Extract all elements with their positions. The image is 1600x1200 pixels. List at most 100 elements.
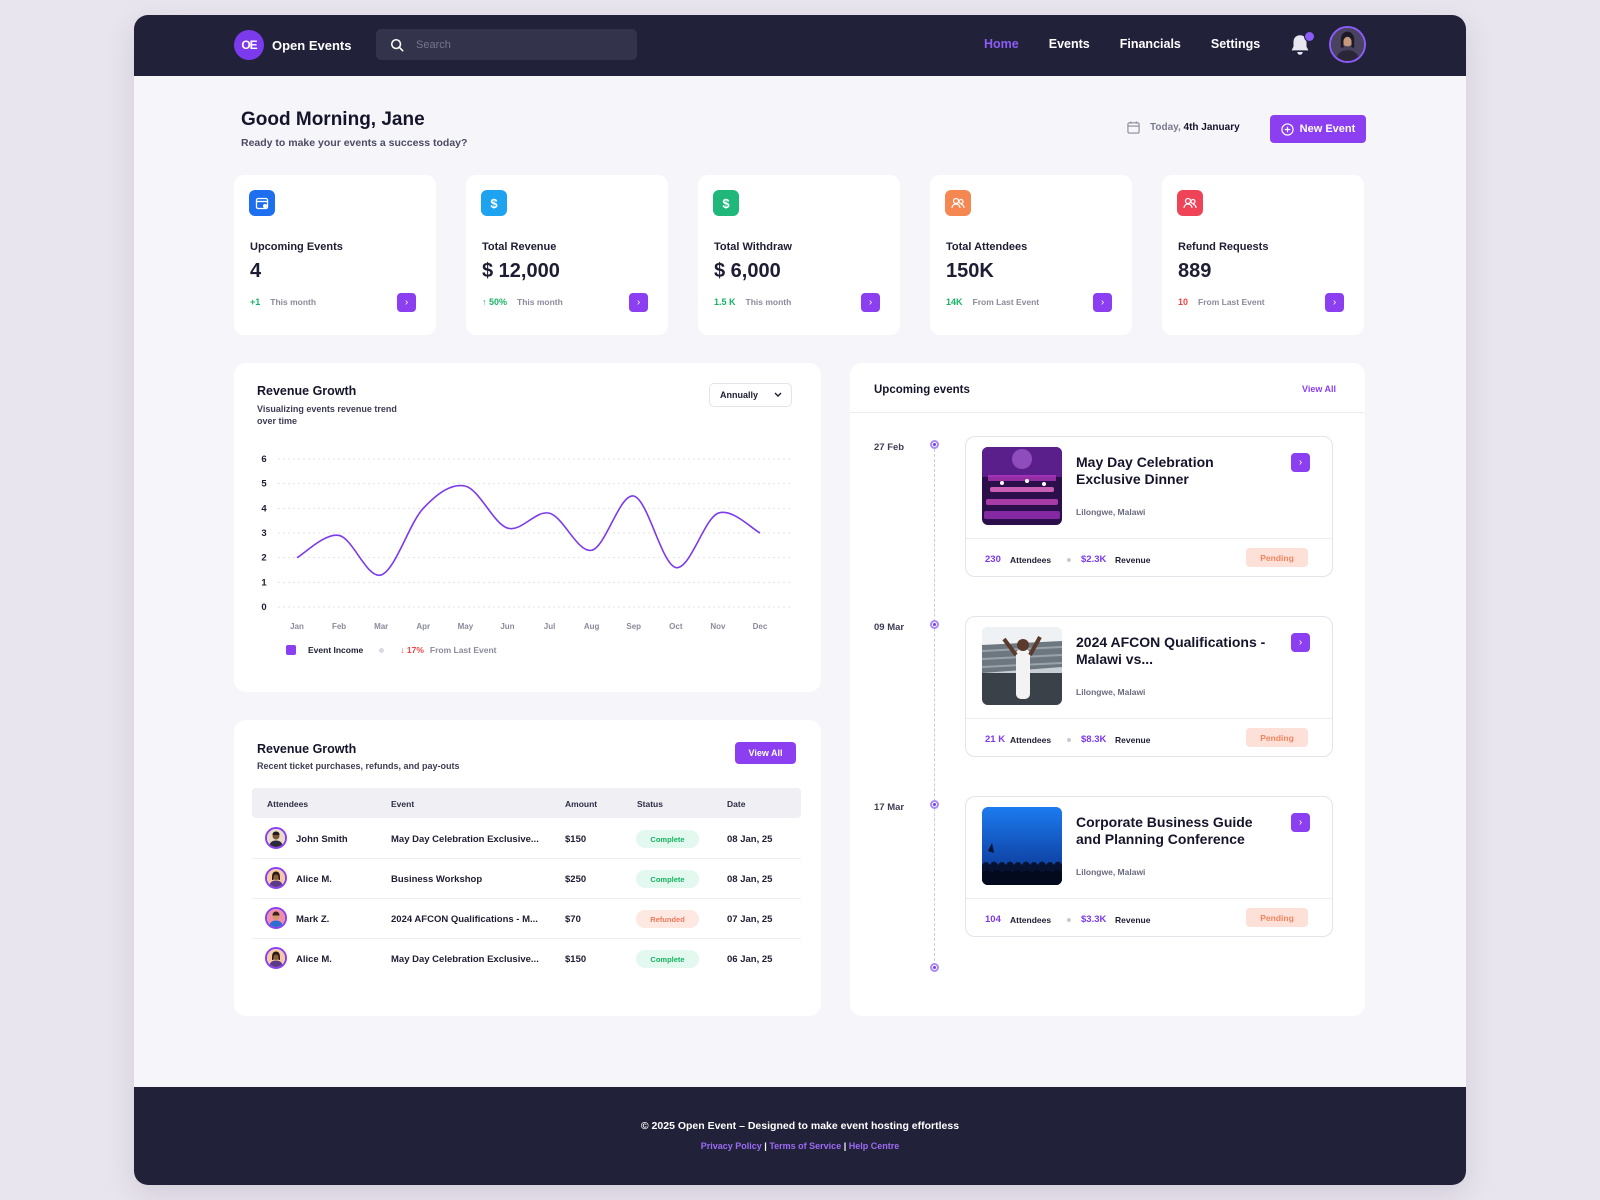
col-amount[interactable]: Amount <box>565 799 598 809</box>
y-tick-label: 3 <box>261 528 266 539</box>
y-tick-label: 5 <box>261 479 267 490</box>
privacy-policy-link[interactable]: Privacy Policy <box>700 1141 762 1151</box>
date: 08 Jan, 25 <box>727 874 773 885</box>
x-tick-label: Aug <box>584 622 600 631</box>
revenue-amount: $8.3K <box>1081 734 1107 745</box>
chevron-right-icon: › <box>868 297 873 308</box>
nav-link-settings[interactable]: Settings <box>1210 37 1261 51</box>
stat-delta: ↑ 50% This month <box>482 297 563 307</box>
user-avatar[interactable] <box>1329 26 1366 63</box>
today-prefix: Today, <box>1150 122 1181 133</box>
stat-delta: +1 This month <box>250 297 316 307</box>
period-select[interactable]: Annually <box>709 383 792 407</box>
event-open-button[interactable]: › <box>1291 453 1310 472</box>
event-card[interactable]: Corporate Business Guide and Planning Co… <box>965 796 1333 937</box>
stat-open-button[interactable]: › <box>1325 293 1344 312</box>
chart-subtitle: Visualizing events revenue trend over tim… <box>257 403 397 427</box>
event-name: Business Workshop <box>391 874 483 885</box>
legend-note: From Last Event <box>429 645 497 655</box>
timeline-dot <box>930 440 939 449</box>
new-event-label: New Event <box>1299 123 1356 135</box>
stat-label: Upcoming Events <box>250 241 343 253</box>
stat-label: Total Withdraw <box>714 241 792 253</box>
timeline-line <box>934 444 935 966</box>
status-badge: Pending <box>1246 728 1308 747</box>
conference-crowd-image <box>982 807 1062 885</box>
calendar-icon <box>249 190 275 216</box>
stat-card-total-attendees: Total Attendees 150K 14K From Last Event … <box>930 175 1132 335</box>
legend-swatch <box>286 645 296 655</box>
x-tick-label: Apr <box>416 622 430 631</box>
event-open-button[interactable]: › <box>1291 633 1310 652</box>
col-date[interactable]: Date <box>727 799 746 809</box>
event-location: Lilongwe, Malawi <box>1076 867 1146 877</box>
banquet-hall-image <box>982 447 1062 525</box>
help-centre-link[interactable]: Help Centre <box>848 1141 900 1151</box>
revenue-amount: $2.3K <box>1081 554 1107 565</box>
legend-label: Event Income <box>308 645 364 655</box>
delta-note: This month <box>517 297 563 307</box>
stat-card-total-withdraw: $ Total Withdraw $ 6,000 1.5 K This month… <box>698 175 900 335</box>
calendar-icon <box>1127 121 1140 134</box>
status-badge: Pending <box>1246 548 1308 567</box>
stat-open-button[interactable]: › <box>1093 293 1112 312</box>
y-tick-label: 2 <box>261 553 266 564</box>
col-event[interactable]: Event <box>391 799 415 809</box>
chevron-right-icon: › <box>1298 817 1303 828</box>
nav-link-home[interactable]: Home <box>984 37 1019 51</box>
revenue-line-chart: 0 1 2 3 4 5 6 Jan Feb Mar Apr May Jun Jul Aug Sep Oct Nov… <box>261 454 791 631</box>
x-tick-label: May <box>458 622 474 631</box>
event-title: 2024 AFCON Qualifications - Malawi vs... <box>1076 634 1266 667</box>
col-status[interactable]: Status <box>637 799 663 809</box>
table-row[interactable]: John Smith May Day Celebration Exclusive… <box>252 819 801 859</box>
view-all-transactions-button[interactable]: View All <box>735 742 796 764</box>
delta-note: This month <box>270 297 317 307</box>
timeline-dot <box>930 620 939 629</box>
stat-card-refund-requests: Refund Requests 889 10 From Last Event › <box>1162 175 1364 335</box>
event-card[interactable]: May Day Celebration Exclusive Dinner Lil… <box>965 436 1333 577</box>
status-badge: Pending <box>1246 908 1308 927</box>
main-menu: Home Events Financials Settings <box>984 37 1260 51</box>
attendees-count: 21 K <box>985 734 1006 745</box>
attendees-label: Attendees <box>1010 555 1052 565</box>
delta-value: 1.5 K <box>714 297 736 307</box>
amount: $150 <box>565 834 587 845</box>
delta-value: ↑ 50% <box>482 297 508 307</box>
page-footer: © 2025 Open Event – Designed to make eve… <box>134 1087 1466 1185</box>
stat-open-button[interactable]: › <box>861 293 880 312</box>
status-badge: Refunded <box>636 910 699 928</box>
event-card[interactable]: 2024 AFCON Qualifications - Malawi vs...… <box>965 616 1333 757</box>
notification-bell-icon[interactable] <box>1287 31 1315 58</box>
table-row[interactable]: Mark Z. 2024 AFCON Qualifications - M...… <box>252 899 801 939</box>
status-badge: Complete <box>636 870 699 888</box>
avatar <box>265 907 287 929</box>
nav-link-financials[interactable]: Financials <box>1119 37 1181 51</box>
stat-open-button[interactable]: › <box>397 293 416 312</box>
event-open-button[interactable]: › <box>1291 813 1310 832</box>
nav-link-events[interactable]: Events <box>1048 37 1090 51</box>
stadium-image <box>982 627 1062 705</box>
event-date: 09 Mar <box>874 622 905 633</box>
brand-logo[interactable]: OE Open Events <box>234 30 351 60</box>
new-event-button[interactable]: New Event <box>1270 115 1366 143</box>
view-all-events-link[interactable]: View All <box>1302 384 1337 394</box>
avatar <box>265 947 287 969</box>
table-row[interactable]: Alice M. Business Workshop $250 Complete… <box>252 859 801 899</box>
status-badge: Complete <box>636 830 699 848</box>
today-value: 4th January <box>1183 122 1240 133</box>
search-input[interactable] <box>416 38 606 51</box>
delta-note: This month <box>745 297 792 307</box>
search-box[interactable] <box>376 29 637 60</box>
col-attendees[interactable]: Attendees <box>267 799 309 809</box>
table-header: Attendees Event Amount Status Date <box>252 788 801 818</box>
event-name: May Day Celebration Exclusive... <box>391 954 539 965</box>
stat-open-button[interactable]: › <box>629 293 648 312</box>
event-name: May Day Celebration Exclusive... <box>391 834 539 845</box>
chart-subtitle-line1: Visualizing events revenue trend <box>257 404 397 414</box>
table-row[interactable]: Alice M. May Day Celebration Exclusive..… <box>252 939 801 979</box>
legend-delta: ↓ 17% <box>400 645 424 655</box>
series-line-event-income <box>296 484 761 576</box>
search-icon <box>390 38 404 51</box>
terms-of-service-link[interactable]: Terms of Service <box>769 1141 842 1151</box>
event-title: Corporate Business Guide and Planning Co… <box>1076 814 1253 847</box>
